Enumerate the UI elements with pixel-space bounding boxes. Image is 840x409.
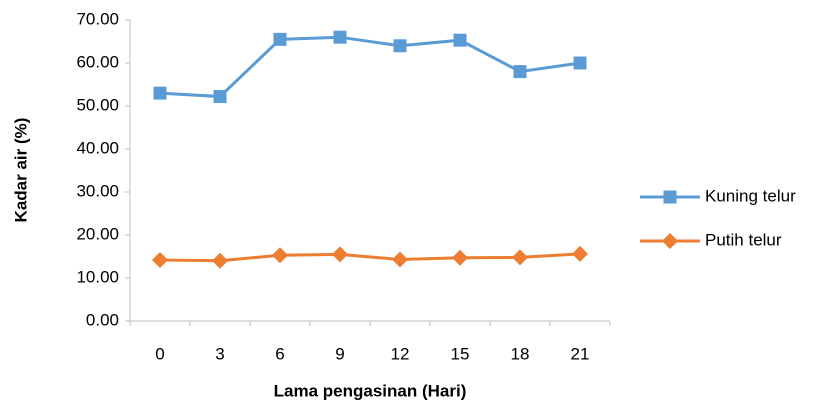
y-tick-label: 20.00 xyxy=(76,224,119,243)
x-tick-label: 12 xyxy=(391,344,410,363)
y-tick-label: 50.00 xyxy=(76,95,119,114)
x-tick-label: 0 xyxy=(155,344,164,363)
x-tick-label: 9 xyxy=(335,344,344,363)
y-tick-label: 10.00 xyxy=(76,267,119,286)
data-point xyxy=(573,56,587,70)
legend-label: Kuning telur xyxy=(705,186,796,205)
x-axis-title: Lama pengasinan (Hari) xyxy=(274,381,467,400)
legend-marker xyxy=(663,190,677,204)
data-point xyxy=(512,249,528,266)
data-point xyxy=(513,65,527,79)
data-point xyxy=(392,251,408,268)
y-tick-label: 40.00 xyxy=(76,138,119,157)
data-point xyxy=(332,246,348,263)
data-point xyxy=(152,251,168,268)
data-point xyxy=(213,90,227,104)
series-line xyxy=(159,35,581,99)
x-tick-label: 3 xyxy=(215,344,224,363)
data-point xyxy=(153,86,167,100)
data-point xyxy=(212,252,228,269)
legend-label: Putih telur xyxy=(705,230,782,249)
series-line xyxy=(159,252,581,263)
y-tick-label: 60.00 xyxy=(76,52,119,71)
data-point xyxy=(272,247,288,264)
y-tick-label: 30.00 xyxy=(76,181,119,200)
data-point xyxy=(273,32,287,46)
x-tick-label: 21 xyxy=(571,344,590,363)
data-point xyxy=(333,30,347,44)
x-tick-label: 18 xyxy=(511,344,530,363)
data-point xyxy=(452,249,468,266)
data-point xyxy=(453,33,467,47)
data-point xyxy=(393,39,407,53)
y-tick-label: 70.00 xyxy=(76,9,119,28)
data-point xyxy=(572,245,588,262)
legend-marker xyxy=(662,233,678,249)
y-tick-label: 0.00 xyxy=(86,310,119,329)
x-tick-label: 6 xyxy=(275,344,284,363)
x-tick-label: 15 xyxy=(451,344,470,363)
y-axis-title: Kadar air (%) xyxy=(11,118,30,223)
